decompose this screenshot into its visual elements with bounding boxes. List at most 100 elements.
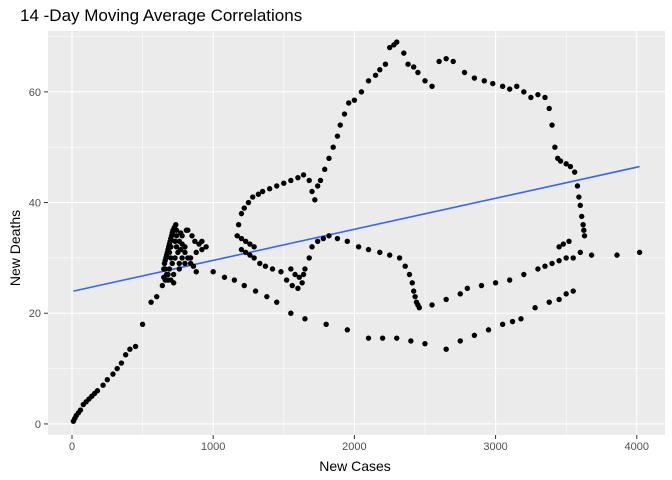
data-point — [283, 277, 290, 283]
data-point — [580, 221, 586, 228]
data-point — [241, 282, 247, 289]
data-point — [412, 293, 418, 300]
y-axis: 0 20 40 60 — [29, 87, 48, 431]
data-point — [257, 260, 263, 267]
data-point — [168, 255, 174, 261]
data-point — [351, 97, 358, 103]
data-point — [231, 277, 238, 283]
data-point — [166, 266, 173, 272]
data-point — [242, 249, 249, 256]
data-point — [210, 269, 216, 275]
data-point — [269, 266, 276, 272]
data-point — [542, 94, 548, 101]
data-point — [499, 321, 506, 328]
data-point — [288, 266, 294, 272]
data-point — [122, 352, 129, 358]
data-point — [234, 233, 240, 239]
data-point — [614, 252, 620, 258]
data-point — [132, 343, 139, 350]
data-point — [302, 266, 308, 272]
data-point — [296, 274, 303, 280]
x-tick-label: 0 — [69, 441, 75, 453]
data-point — [166, 249, 173, 256]
data-point — [179, 241, 185, 247]
data-point — [178, 230, 184, 236]
data-point — [238, 246, 245, 253]
x-axis-title: New Cases — [319, 458, 391, 474]
data-point — [259, 188, 266, 195]
data-point — [490, 80, 496, 87]
data-point — [165, 277, 171, 283]
data-point — [104, 376, 110, 383]
data-point — [535, 266, 541, 272]
data-point — [295, 174, 301, 181]
y-tick-label: 40 — [29, 198, 41, 210]
data-point — [295, 285, 301, 292]
data-point — [382, 61, 389, 67]
data-point — [577, 202, 583, 209]
data-point — [288, 310, 294, 316]
data-point — [532, 305, 538, 311]
data-point — [567, 163, 574, 170]
grid-major — [48, 31, 665, 435]
data-point — [330, 144, 336, 150]
data-point — [560, 241, 567, 247]
data-point — [159, 282, 166, 289]
data-point — [173, 221, 179, 228]
data-point — [365, 78, 372, 84]
data-point — [377, 67, 383, 73]
data-point — [552, 144, 558, 150]
data-point — [574, 183, 581, 189]
data-point — [288, 177, 294, 184]
data-point — [245, 199, 252, 206]
data-point — [365, 246, 372, 253]
data-point — [436, 58, 442, 65]
y-axis-title: New Deaths — [7, 210, 23, 286]
data-point — [178, 246, 184, 253]
data-point — [499, 83, 506, 90]
data-point — [247, 241, 253, 247]
data-point — [401, 50, 407, 56]
data-point — [300, 271, 307, 278]
x-axis: 0 1000 2000 3000 4000 — [69, 435, 649, 453]
data-point — [238, 210, 245, 217]
data-point — [292, 271, 298, 278]
data-point — [429, 83, 435, 90]
data-point — [577, 249, 583, 256]
data-point — [250, 194, 256, 200]
data-point — [549, 260, 555, 267]
data-point — [154, 293, 160, 300]
data-point — [190, 263, 197, 269]
data-point — [578, 213, 585, 220]
data-point — [247, 252, 253, 258]
data-point — [396, 255, 403, 261]
data-point — [148, 299, 154, 305]
y-tick-label: 20 — [29, 308, 41, 320]
data-point — [334, 133, 341, 139]
data-point — [471, 75, 478, 81]
data-point — [405, 61, 411, 67]
data-point — [300, 172, 307, 178]
data-point — [170, 280, 177, 286]
data-point — [521, 271, 527, 278]
data-point — [344, 238, 351, 245]
data-point — [274, 299, 280, 305]
plot-panel — [48, 31, 665, 435]
data-point — [422, 340, 428, 347]
data-point — [344, 327, 351, 333]
data-point — [127, 346, 133, 352]
data-point — [506, 86, 513, 92]
data-point — [309, 244, 315, 250]
data-point — [570, 255, 576, 261]
data-point — [408, 338, 414, 344]
data-point — [386, 44, 393, 51]
data-point — [306, 255, 312, 261]
x-tick-label: 2000 — [342, 441, 366, 453]
data-point — [241, 205, 247, 211]
data-point — [326, 155, 332, 161]
data-point — [346, 100, 352, 106]
data-point — [410, 64, 417, 70]
data-point — [422, 78, 428, 84]
data-point — [556, 296, 562, 303]
